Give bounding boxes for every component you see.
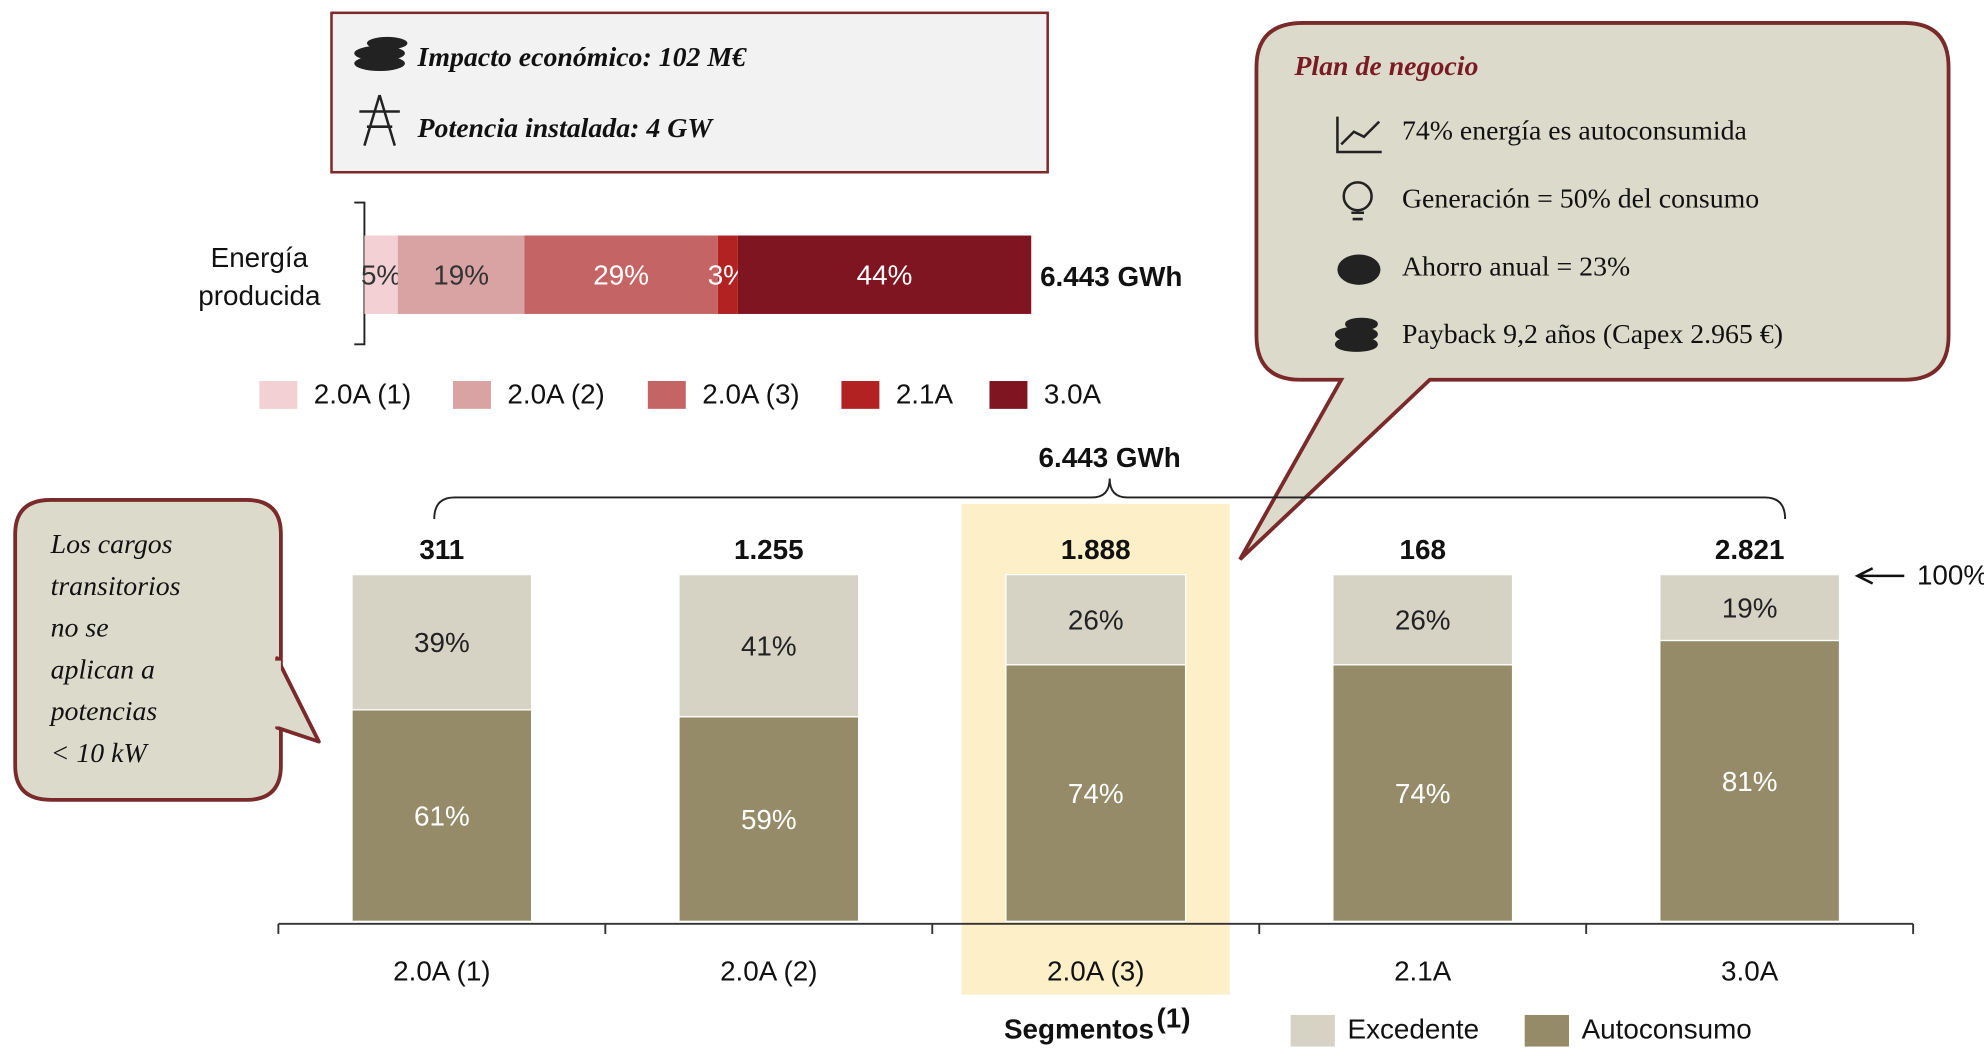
callout-line: aplican a: [51, 654, 155, 685]
callout-line: < 10 kW: [51, 738, 150, 769]
brace: [433, 478, 1787, 519]
bar-label: producida: [198, 280, 321, 311]
bar-segment: [351, 573, 533, 711]
segment-label: 39%: [414, 627, 470, 658]
legend-label: 2.0A (3): [702, 379, 799, 410]
segment-label: 19%: [1722, 592, 1778, 623]
segment-label: 26%: [1395, 605, 1451, 636]
bar-segment: [717, 235, 738, 314]
brace-label: 6.443 GWh: [1039, 442, 1181, 473]
bar-segment: [397, 235, 525, 314]
coins-icon: [354, 36, 408, 72]
plan-item: 74% energía es autoconsumida: [1402, 115, 1747, 146]
legend-label: 2.0A (1): [314, 379, 411, 410]
callout-line: transitorios: [51, 571, 181, 602]
tower-icon: [359, 94, 400, 147]
legend-label: 3.0A: [1044, 379, 1102, 410]
legend-label: Excedente: [1348, 1014, 1480, 1045]
segment-label: 44%: [857, 260, 913, 291]
total-label: 168: [1399, 534, 1445, 565]
legend-swatch: [1290, 1014, 1335, 1047]
bar-segment: [524, 235, 718, 314]
segment-label: 19%: [433, 260, 489, 291]
legend-swatch: [989, 381, 1028, 409]
arrow: [1854, 567, 1905, 585]
bar-segment: [1332, 664, 1514, 922]
total-label: 311: [419, 534, 464, 565]
x-tick-label: 3.0A: [1721, 956, 1779, 987]
segment-label: 41%: [741, 631, 797, 662]
plan-item: Generación = 50% del consumo: [1402, 183, 1759, 214]
segment-label: 5%: [361, 260, 401, 291]
info-line: Impacto económico: 102 M€: [417, 42, 748, 73]
legend-swatch: [841, 381, 880, 409]
legend-swatch: [1524, 1014, 1569, 1047]
total-label: 6.443 GWh: [1040, 261, 1182, 292]
bar-segment: [1659, 639, 1841, 922]
bar-segment: [678, 716, 860, 922]
bar-segment: [678, 573, 860, 718]
callout-joint: [274, 660, 281, 727]
bar-segment: [364, 235, 398, 314]
legend-swatch: [452, 381, 491, 409]
plan-icons: [1334, 116, 1382, 352]
plan-item: Payback 9,2 años (Capex 2.965 €): [1402, 319, 1783, 350]
legend-swatch: [647, 381, 686, 409]
total-label: 1.255: [734, 534, 804, 565]
info-box: [330, 11, 1049, 174]
callout-line: potencias: [49, 696, 158, 727]
bar-segment: [351, 709, 533, 922]
x-axis-title: Segmentos: [1004, 1014, 1154, 1045]
x-tick-label: 2.1A: [1394, 956, 1452, 987]
callout-box: [13, 498, 283, 802]
bar-segment: [1005, 573, 1187, 666]
callout-line: no se: [51, 613, 109, 644]
segment-label: 74%: [1068, 778, 1124, 809]
callout-tail: [275, 656, 321, 744]
total-label: 1.888: [1061, 534, 1131, 565]
bar-segment: [1659, 573, 1841, 642]
segment-label: 26%: [1068, 605, 1124, 636]
bar-segment: [737, 235, 1032, 314]
segment-label: 74%: [1395, 778, 1451, 809]
x-axis-note: (1): [1156, 1002, 1190, 1033]
plan-title: Plan de negocio: [1293, 51, 1478, 82]
x-tick-label: 2.0A (1): [393, 956, 490, 987]
x-tick-label: 2.0A (3): [1047, 956, 1144, 987]
plan-bubble: [1238, 21, 1951, 561]
segment-label: 29%: [593, 260, 649, 291]
segment-label: 59%: [741, 804, 797, 835]
callout-line: Los cargos: [50, 529, 173, 560]
bar-segment: [1005, 664, 1187, 922]
bar-segment: [1332, 573, 1514, 666]
annotation: 100%: [1917, 560, 1984, 591]
x-tick-label: 2.0A (2): [720, 956, 817, 987]
legend-label: 2.1A: [896, 379, 954, 410]
plan-item: Ahorro anual = 23%: [1402, 251, 1630, 282]
legend-label: 2.0A (2): [507, 379, 604, 410]
segment-label: 81%: [1722, 766, 1778, 797]
bar-label: Energía: [211, 242, 309, 273]
legend-label: Autoconsumo: [1582, 1014, 1752, 1045]
info-line: Potencia instalada: 4 GW: [417, 113, 715, 144]
legend-swatch: [259, 381, 298, 409]
segment-label: 61%: [414, 800, 470, 831]
total-label: 2.821: [1715, 534, 1785, 565]
